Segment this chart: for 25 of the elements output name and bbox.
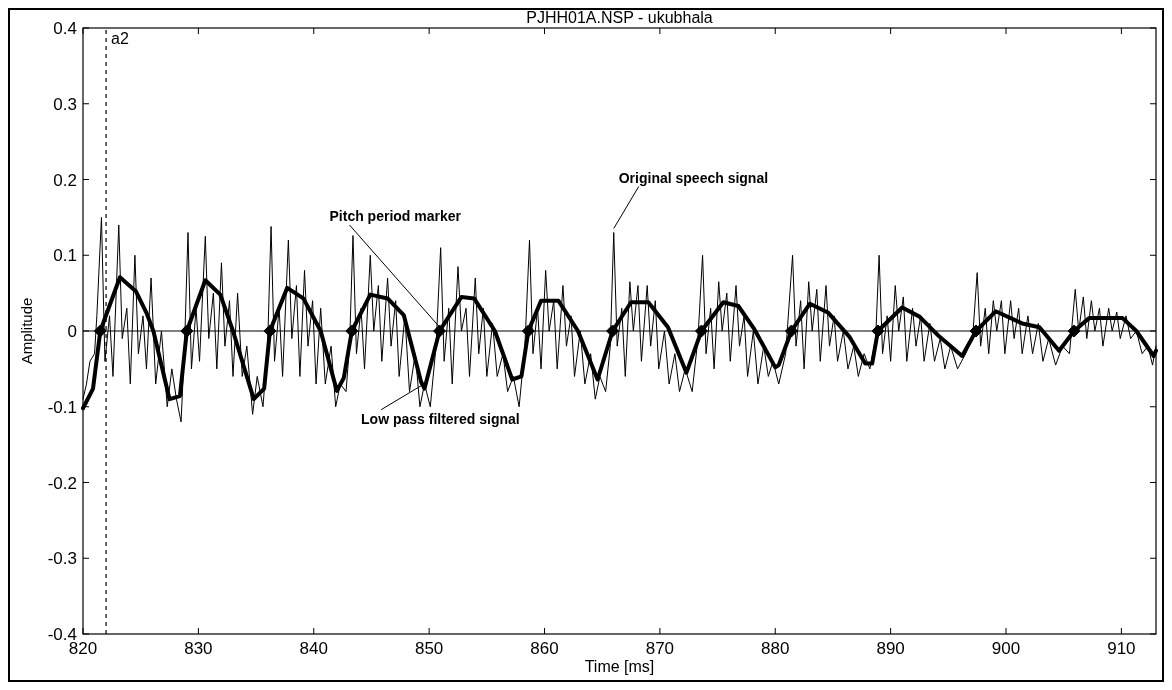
y-tick-label: -0.3: [47, 549, 77, 569]
ref-line-label: a2: [111, 30, 129, 47]
x-tick-label: 840: [299, 639, 328, 658]
x-tick-label: 900: [991, 639, 1021, 658]
x-tick-label: 890: [876, 639, 905, 658]
y-tick-label: 0: [67, 322, 77, 341]
y-tick-label: 0.3: [53, 94, 77, 114]
text: Low pass filtered signal: [361, 410, 520, 427]
y-tick-label: 0.2: [53, 170, 77, 190]
x-tick-label: 820: [68, 639, 98, 658]
text: Pitch period marker: [329, 208, 462, 224]
y-axis-title: Amplitude: [18, 297, 35, 365]
y-tick-label: 0.1: [53, 246, 77, 266]
text: Original speech signal: [618, 169, 769, 186]
x-tick-label: 870: [645, 639, 675, 658]
y-tick-label: 0.4: [53, 19, 77, 38]
x-tick-label: 830: [184, 639, 213, 658]
x-tick-label: 910: [1107, 639, 1136, 658]
y-tick-label: -0.2: [47, 473, 77, 493]
x-axis-title: Time [ms]: [584, 658, 655, 675]
x-tick-label: 880: [761, 639, 790, 658]
y-tick-label: -0.1: [47, 397, 77, 417]
x-tick-label: 850: [414, 639, 444, 658]
x-tick-label: 860: [530, 639, 559, 658]
chart-title: PJHH01A.NSP - ukubhala: [526, 9, 713, 26]
